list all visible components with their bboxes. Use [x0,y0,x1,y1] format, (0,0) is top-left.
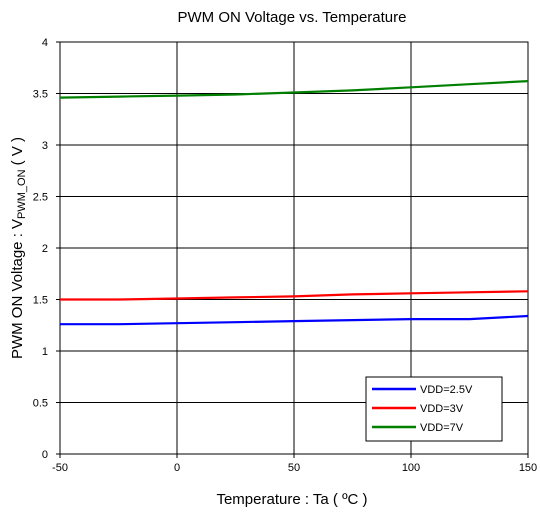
y-tick-label: 0.5 [33,398,48,410]
y-tick-label: 1 [42,346,48,358]
legend-label: VDD=7V [420,422,464,434]
series-line [60,290,529,301]
x-tick-label: 100 [402,462,420,474]
y-axis-label-sub: PWM_ON [16,169,28,219]
plot-area: -50 0 50 100 150 0 0.5 1 1.5 2 2.5 3 3.5 4 [33,37,537,474]
series-line [59,80,529,99]
x-axis-label: Temperature : Ta ( ºC ) [216,491,367,508]
y-tick-label: 3 [42,140,48,152]
legend: VDD=2.5V VDD=3V VDD=7V [365,376,503,442]
y-tick-label: 1.5 [33,295,48,307]
x-tick-label: 150 [519,462,537,474]
y-tick-label: 4 [42,37,48,49]
y-axis-label-main: PWM ON Voltage : V [9,219,26,359]
y-tick-label: 3.5 [33,89,48,101]
x-tick-label: 50 [288,462,300,474]
y-tick-label: 0 [42,449,48,461]
series-line [60,314,529,326]
legend-label: VDD=2.5V [420,384,473,396]
series-lines [59,80,529,326]
chart-title: PWM ON Voltage vs. Temperature [178,9,407,26]
y-axis-label: PWM ON Voltage : VPWM_ON ( V ) [9,137,28,359]
axis-ticks: -50 0 50 100 150 0 0.5 1 1.5 2 2.5 3 3.5 4 [33,37,537,474]
x-tick-label: 0 [174,462,180,474]
y-axis-label-unit: ( V ) [9,137,26,170]
y-tick-label: 2 [42,243,48,255]
y-tick-label: 2.5 [33,192,48,204]
legend-label: VDD=3V [420,403,464,415]
x-tick-label: -50 [52,462,68,474]
